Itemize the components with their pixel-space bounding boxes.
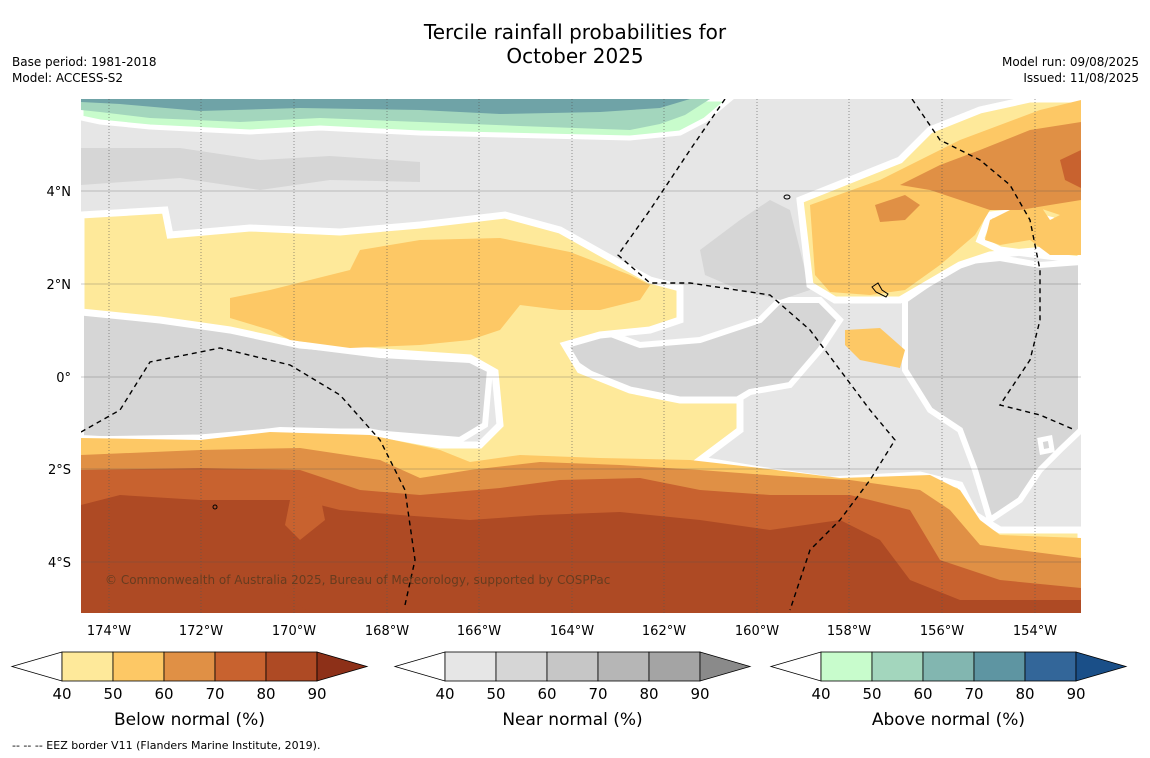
longitude-label: 158°W	[827, 624, 871, 639]
legend-swatch	[820, 651, 873, 682]
near-normal-zone-east	[902, 254, 1081, 525]
near-normal-zone-north	[81, 148, 420, 190]
legend-swatch	[648, 651, 701, 682]
legend-swatch	[214, 651, 267, 682]
legend-tick-label: 60	[154, 685, 173, 703]
issued-date: Issued: 11/08/2025	[1023, 71, 1139, 85]
copyright-text: © Commonwealth of Australia 2025, Bureau…	[105, 573, 610, 587]
longitude-label: 172°W	[179, 624, 223, 639]
legend-swatch	[495, 651, 548, 682]
above-normal-zone-70	[81, 99, 690, 114]
model-name: Model: ACCESS-S2	[12, 71, 124, 85]
latitude-label: 0°	[56, 371, 71, 386]
legend-swatch	[163, 651, 216, 682]
longitude-label: 168°W	[365, 624, 409, 639]
above-normal-legend: 40 50 60 70 80 90 Above normal (%)	[769, 651, 1128, 730]
legend-title: Above normal (%)	[872, 710, 1025, 730]
legend-tick-label: 50	[486, 685, 505, 703]
below-normal-zone-60-central	[230, 238, 650, 348]
legend-tick-label: 40	[52, 685, 71, 703]
eez-border-west	[81, 347, 416, 606]
map-field	[81, 99, 1081, 613]
model-run: Model run: 09/08/2025	[1001, 55, 1139, 69]
legend-tick-label: 80	[639, 685, 658, 703]
legend-title: Near normal (%)	[502, 710, 642, 730]
island-malden	[212, 504, 218, 510]
longitude-labels: 174°W 172°W 170°W 168°W 166°W 164°W 162°W 160°W…	[87, 624, 1057, 639]
legend-tick-label: 80	[256, 685, 275, 703]
legend-extend-high	[316, 651, 369, 682]
legend-tick-label: 70	[588, 685, 607, 703]
legend-tick-label: 40	[811, 685, 830, 703]
legend-swatch	[444, 651, 497, 682]
title-line-1: Tercile rainfall probabilities for	[423, 20, 727, 44]
below-normal-zone-90-southwest	[81, 550, 310, 613]
legend-tick-label: 90	[1066, 685, 1085, 703]
eez-borders	[81, 99, 1076, 611]
legend-swatch	[61, 651, 114, 682]
below-normal-zone-east-80	[1060, 150, 1081, 188]
below-normal-zone-80-patch	[285, 495, 325, 540]
longitude-label: 164°W	[550, 624, 594, 639]
legend-tick-label: 60	[537, 685, 556, 703]
islands	[212, 194, 889, 510]
latitude-label: 2°N	[47, 278, 72, 293]
island-kiritimati	[871, 282, 889, 298]
legend-swatch	[973, 651, 1026, 682]
base-period: Base period: 1981-2018	[12, 55, 157, 69]
below-normal-legend: 40 50 60 70 80 90 Below normal (%)	[10, 651, 369, 730]
legend-swatch	[265, 651, 318, 682]
legend-swatch	[597, 651, 650, 682]
near-normal-zone-northeast	[700, 200, 810, 300]
longitude-label: 156°W	[920, 624, 964, 639]
meta-left: Base period: 1981-2018 Model: ACCESS-S2	[12, 54, 157, 86]
legend-extend-low	[393, 651, 446, 682]
legend-swatch	[922, 651, 975, 682]
longitude-label: 170°W	[272, 624, 316, 639]
legend-swatch	[871, 651, 924, 682]
latitude-label: 4°S	[48, 556, 71, 571]
legend-tick-label: 50	[862, 685, 881, 703]
island-jarvis	[783, 194, 791, 200]
legends: 40 50 60 70 80 90 Below normal (%) 40 50 60 70 80 90…	[10, 651, 1128, 730]
below-normal-zone-east-patch	[875, 195, 920, 222]
legend-title: Below normal (%)	[114, 710, 265, 730]
legend-extend-high	[1075, 651, 1128, 682]
legend-extend-low	[10, 651, 63, 682]
latitude-label: 2°S	[48, 463, 71, 478]
legend-tick-label: 50	[103, 685, 122, 703]
legend-tick-label: 90	[307, 685, 326, 703]
map-graticule	[81, 99, 1081, 613]
legend-swatch	[1024, 651, 1077, 682]
eez-footnote: -- -- -- EEZ border V11 (Flanders Marine…	[12, 739, 321, 752]
legend-swatch	[112, 651, 165, 682]
meta-right: Model run: 09/08/2025 Issued: 11/08/2025	[1002, 54, 1139, 86]
latitude-labels: 4°N 2°N 0° 2°S 4°S	[47, 185, 72, 571]
below-normal-zone-east-70	[900, 122, 1081, 210]
below-normal-zone-60-small	[845, 328, 905, 368]
longitude-label: 160°W	[735, 624, 779, 639]
near-normal-legend: 40 50 60 70 80 90 Near normal (%)	[393, 651, 752, 730]
map-title: Tercile rainfall probabilities for Octob…	[0, 20, 1150, 68]
longitude-label: 174°W	[87, 624, 131, 639]
legend-tick-label: 70	[964, 685, 983, 703]
near-normal-zone-south-east-patch	[1037, 435, 1055, 455]
legend-tick-label: 80	[1015, 685, 1034, 703]
legend-tick-label: 90	[690, 685, 709, 703]
longitude-label: 166°W	[457, 624, 501, 639]
longitude-label: 154°W	[1013, 624, 1057, 639]
legend-swatch	[546, 651, 599, 682]
longitude-label: 162°W	[642, 624, 686, 639]
latitude-label: 4°N	[47, 185, 72, 200]
legend-extend-high	[699, 651, 752, 682]
legend-tick-label: 70	[205, 685, 224, 703]
legend-extend-low	[769, 651, 822, 682]
below-normal-zone-90-south	[81, 495, 1081, 613]
legend-tick-label: 40	[435, 685, 454, 703]
legend-tick-label: 60	[913, 685, 932, 703]
title-line-2: October 2025	[506, 44, 644, 68]
eez-border-central	[617, 99, 896, 611]
